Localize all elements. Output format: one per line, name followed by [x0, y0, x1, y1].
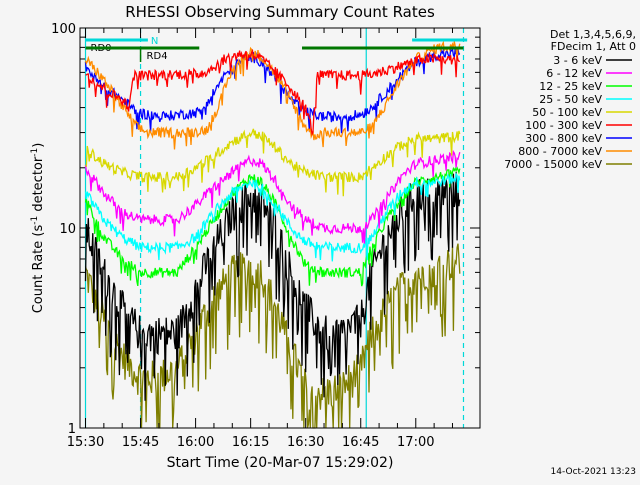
series-4: [85, 128, 461, 197]
chart-title: RHESSI Observing Summary Count Rates: [125, 3, 435, 21]
legend-label-0: 3 - 6 keV: [553, 54, 602, 67]
legend-label-4: 50 - 100 keV: [532, 106, 602, 119]
legend-header-1: FDecim 1, Att 0: [551, 40, 636, 53]
legend-header-0: Det 1,3,4,5,6,9,: [550, 28, 636, 41]
series-line-2: [84, 166, 461, 287]
legend-label-5: 100 - 300 keV: [525, 119, 602, 132]
series-2: [84, 166, 461, 287]
series-7: [84, 40, 461, 150]
series-1: [84, 149, 461, 244]
series-0: [84, 171, 461, 401]
boundary-lines: [84, 28, 465, 428]
series-line-5: [85, 48, 460, 137]
series-line-0: [84, 171, 461, 401]
legend-label-8: 7000 - 15000 keV: [504, 158, 602, 171]
series-line-4: [85, 128, 461, 197]
x-tick-label-6: 17:00: [397, 435, 434, 450]
y-axis-label-close: ): [31, 143, 46, 148]
legend-label-1: 6 - 12 keV: [546, 67, 602, 80]
y-axis-label-sup2: -1: [30, 148, 40, 157]
y-tick-label-2: 100: [51, 22, 76, 37]
y-axis-label-main: Count Rate (s: [31, 225, 46, 314]
legend: Det 1,3,4,5,6,9,FDecim 1, Att 03 - 6 keV…: [504, 28, 636, 171]
x-tick-label-2: 16:00: [177, 435, 214, 450]
series-line-8: [84, 243, 461, 429]
flag-label-rd4: RD4: [147, 51, 168, 62]
series-3: [84, 172, 461, 262]
flag-bars: RD0NRD4: [85, 36, 468, 62]
legend-label-3: 25 - 50 keV: [539, 93, 602, 106]
y-axis-label-mid: detector: [31, 156, 46, 216]
x-tick-label-0: 15:30: [67, 435, 104, 450]
y-tick-label-0: 1: [68, 422, 76, 437]
legend-label-2: 12 - 25 keV: [539, 80, 602, 93]
legend-label-6: 300 - 800 keV: [525, 132, 602, 145]
series-line-3: [84, 172, 461, 262]
flag-label-n: N: [151, 36, 158, 47]
x-tick-label-4: 16:30: [287, 435, 324, 450]
series-5: [85, 48, 460, 137]
x-axis-label: Start Time (20-Mar-07 15:29:02): [167, 455, 394, 471]
timestamp-label: 14-Oct-2021 13:23: [551, 467, 636, 477]
series-line-7: [84, 40, 461, 150]
series-line-1: [84, 149, 461, 244]
y-tick-label-1: 10: [59, 222, 76, 237]
y-axis-label: Count Rate (s-1 detector-1): [30, 143, 46, 314]
y-axis-label-sup1: -1: [30, 216, 40, 225]
x-tick-label-5: 16:45: [342, 435, 379, 450]
axes: 1 10 100 15:30 15:45 16:00 16:15 16:30 16:45 17:0…: [51, 22, 481, 450]
series-layer: [84, 40, 461, 429]
legend-label-7: 800 - 7000 keV: [518, 145, 602, 158]
x-tick-label-1: 15:45: [122, 435, 159, 450]
x-tick-label-3: 16:15: [232, 435, 269, 450]
series-8: [84, 243, 461, 429]
